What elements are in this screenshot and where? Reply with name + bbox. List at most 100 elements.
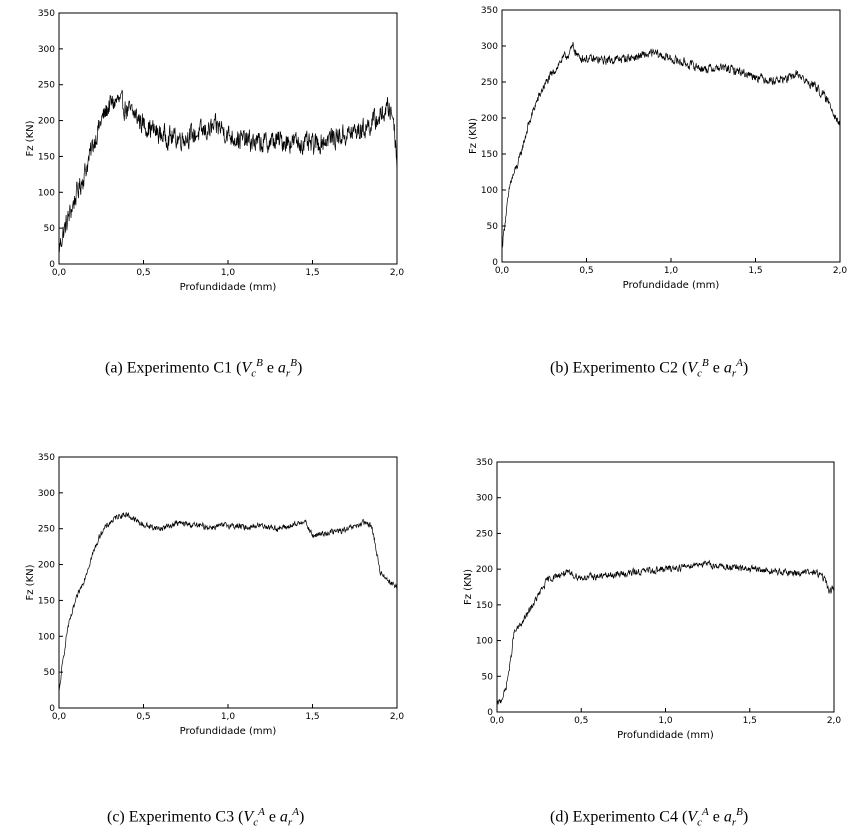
y-tick-label: 200	[481, 114, 498, 124]
caption-sup: B	[736, 806, 743, 818]
y-tick-label: 300	[38, 489, 55, 499]
plot-frame	[501, 9, 841, 263]
x-tick-label: 0,5	[574, 716, 588, 726]
y-tick-label: 50	[482, 672, 494, 682]
chart-c2: 0 50 100 150 200 250 300 350 0,0 0,5 1,0 1,5 2,0 Prof…	[468, 6, 847, 291]
y-tick-label: 300	[38, 45, 55, 55]
y-tick-label: 150	[38, 152, 55, 162]
caption-conj: e	[708, 808, 724, 826]
y-axis-label: Fz (KN)	[463, 569, 474, 605]
y-tick-label: 350	[481, 6, 498, 16]
x-tick-label: 1,5	[305, 712, 319, 722]
chart-c4: 0 50 100 150 200 250 300 350 0,0 0,5 1,0 1,5 2,0 Prof…	[463, 458, 841, 741]
caption-close: )	[296, 359, 303, 377]
y-tick-label: 150	[481, 150, 498, 160]
caption-a: (a) Experimento C1 (VcB e arB)	[105, 357, 302, 380]
caption-close: )	[742, 359, 749, 377]
caption-sub: c	[697, 367, 702, 380]
caption-sub: c	[697, 816, 702, 829]
caption-conj: e	[262, 359, 278, 377]
caption-sup: A	[292, 806, 299, 818]
y-tick-label: 300	[481, 42, 498, 52]
caption-sub: r	[287, 816, 293, 829]
y-tick-label: 50	[44, 668, 56, 678]
caption-close: )	[298, 808, 305, 826]
series-line	[58, 89, 398, 253]
y-tick-label: 350	[38, 9, 55, 19]
y-tick-label: 0	[49, 260, 55, 270]
caption-conj: e	[264, 808, 280, 826]
x-tick-label: 2,0	[827, 716, 842, 726]
y-axis-label: Fz (KN)	[468, 118, 479, 154]
caption-sup: A	[258, 806, 265, 818]
y-tick-label: 250	[476, 529, 493, 539]
caption-d: (d) Experimento C4 (VcA e arB)	[550, 806, 748, 829]
caption-sup: B	[290, 357, 297, 369]
x-tick-label: 2,0	[390, 268, 405, 278]
y-tick-label: 0	[487, 708, 493, 718]
caption-sub: r	[731, 816, 737, 829]
caption-close: )	[742, 808, 749, 826]
y-axis-label: Fz (KN)	[25, 120, 36, 156]
x-axis-label: Profundidade (mm)	[623, 280, 720, 291]
y-tick-label: 250	[38, 81, 55, 91]
x-tick-label: 2,0	[833, 266, 848, 276]
y-tick-label: 50	[44, 224, 56, 234]
y-tick-label: 100	[38, 188, 55, 198]
y-axis-label: Fz (KN)	[25, 564, 36, 600]
caption-sup: A	[736, 357, 743, 369]
x-tick-label: 1,0	[221, 712, 236, 722]
y-tick-label: 100	[38, 632, 55, 642]
y-tick-label: 200	[476, 565, 493, 575]
x-axis-label: Profundidade (mm)	[617, 730, 714, 741]
y-tick-label: 250	[481, 78, 498, 88]
y-tick-label: 150	[476, 601, 493, 611]
caption-var-a: a	[723, 359, 732, 377]
y-tick-label: 0	[492, 258, 498, 268]
x-tick-label: 1,0	[221, 268, 236, 278]
caption-var-a: a	[279, 808, 288, 826]
x-tick-label: 1,0	[658, 716, 673, 726]
caption-sub: c	[251, 367, 257, 380]
y-tick-label: 100	[481, 186, 498, 196]
caption-text: (c) Experimento C3 (	[107, 808, 244, 826]
y-tick-label: 350	[476, 458, 493, 468]
x-tick-label: 1,5	[748, 266, 762, 276]
x-tick-label: 0,0	[490, 716, 505, 726]
plot-frame	[496, 461, 835, 713]
x-tick-label: 0,0	[52, 712, 67, 722]
series-line	[58, 511, 398, 693]
caption-sub: r	[731, 367, 737, 380]
x-tick-label: 0,5	[136, 268, 150, 278]
caption-var-v: V	[687, 359, 698, 377]
caption-sup: B	[256, 357, 263, 369]
y-tick-label: 300	[476, 494, 493, 504]
series-line	[501, 42, 841, 248]
caption-text: (d) Experimento C4 (	[550, 808, 688, 826]
chart-c1: 0 50 100 150 200 250 300 350 0,0 0,5 1,0 1,5 2,0 Prof…	[25, 9, 404, 293]
y-tick-label: 100	[476, 637, 493, 647]
x-tick-label: 0,5	[579, 266, 593, 276]
series-line	[496, 559, 835, 705]
caption-var-v: V	[241, 359, 252, 377]
caption-conj: e	[708, 359, 724, 377]
y-tick-label: 50	[487, 222, 499, 232]
caption-sub: c	[253, 816, 259, 829]
caption-var-a: a	[723, 808, 732, 826]
y-tick-label: 150	[38, 596, 55, 606]
x-tick-label: 2,0	[390, 712, 405, 722]
caption-text: (a) Experimento C1 (	[105, 359, 242, 377]
x-axis-label: Profundidade (mm)	[180, 282, 277, 293]
caption-sup: B	[701, 357, 709, 369]
caption-c: (c) Experimento C3 (VcA e arA)	[107, 806, 304, 829]
x-axis-label: Profundidade (mm)	[180, 726, 277, 737]
x-tick-label: 0,5	[136, 712, 150, 722]
caption-var-v: V	[687, 808, 698, 826]
x-tick-label: 0,0	[52, 268, 67, 278]
x-tick-label: 1,5	[743, 716, 757, 726]
caption-var-v: V	[243, 808, 254, 826]
x-tick-label: 1,0	[664, 266, 679, 276]
caption-var-a: a	[277, 359, 286, 377]
caption-text: (b) Experimento C2 (	[550, 359, 688, 377]
